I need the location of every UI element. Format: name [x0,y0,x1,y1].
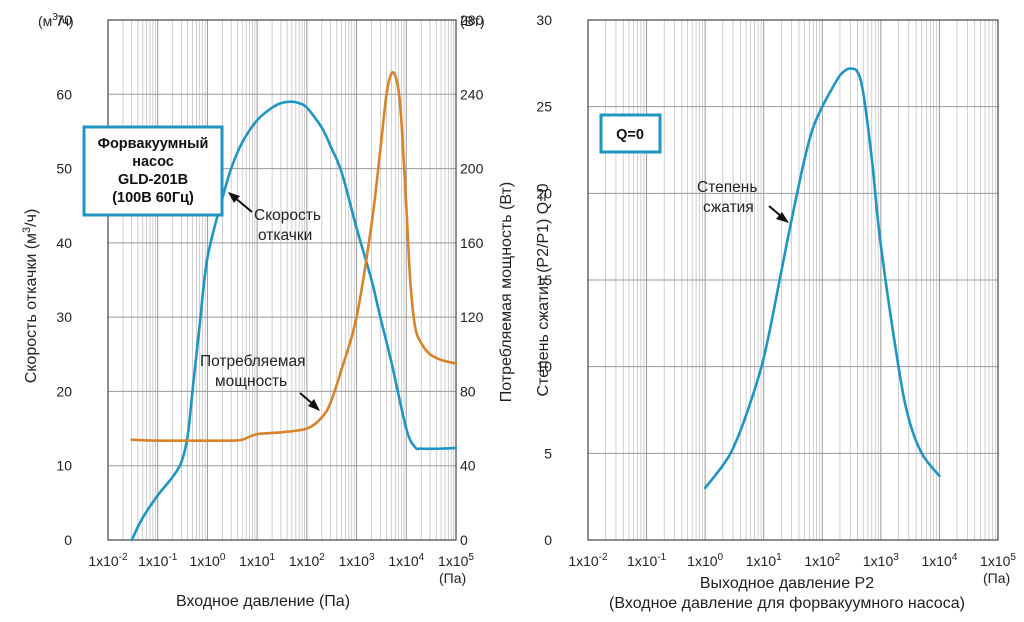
chart-marks [130,67,941,542]
left-x-tick-label: 1x100 [189,552,225,569]
left-y-tick-label: 40 [56,235,72,251]
anno-speed-line-2: откачки [258,227,312,244]
left-y-axis-title: Скорость откачки (м3/ч) [21,209,40,384]
left-x-tick-label: 1x104 [388,552,424,569]
left-y-tick-label: 10 [56,458,72,474]
annotation-compression: Степень сжатия [697,179,789,223]
left-y2-tick-label: 240 [460,86,484,102]
anno-compression-line-2: сжатия [703,199,754,216]
left-y2-tick-label: 280 [460,12,484,28]
ratio-x-tick-label: 1x10-2 [568,552,608,569]
left-x-tick-label: 1x10-2 [88,552,128,569]
left-y-tick-label: 60 [56,86,72,102]
left-plot-frame [107,19,457,541]
pumping-speed-line [130,100,458,542]
right-x-axis-title: Выходное давление P2 [700,575,874,592]
left-x-tick-label: 1x103 [339,552,375,569]
ratio-y-tick-label: 20 [536,185,552,201]
left-y-tick-label: 30 [56,309,72,325]
anno-power-line-1: Потребляемая [200,353,306,370]
ratio-x-tick-label: 1x100 [687,552,723,569]
left-y2-tick-label: 80 [460,383,476,399]
box-line-3: GLD-201B [118,172,188,188]
anno-speed-line-1: Скорость [254,207,321,224]
right-y-unit: (Вт) [460,13,485,29]
ratio-x-tick-label: 1x101 [746,552,782,569]
left-x-tick-label: 1x10-1 [138,552,178,569]
ratio-y-tick-label: 10 [536,359,552,375]
ratio-plot-frame [587,19,999,541]
left-y2-tick-label: 160 [460,235,484,251]
left-x-tick-label: 1x101 [239,552,275,569]
left-y-unit: (м3/ч) [38,12,74,29]
left-x-axis-title: Входное давление (Па) [176,593,350,610]
ratio-x-tick-label: 1x105 [980,552,1016,569]
box-line-1: Форвакуумный [98,136,209,152]
left-y2-tick-label: 120 [460,309,484,325]
left-x-tick-label: 1x105 [438,552,474,569]
ratio-x-tick-label: 1x104 [921,552,957,569]
right-chart-grid: 1x10-2 1x10-1 1x100 1x101 1x102 1x103 1x104 1x1… [536,12,1016,569]
box-line-2: насос [132,154,174,170]
left-y-tick-label: 50 [56,161,72,177]
compression-ratio-line [703,67,941,490]
anno-power-arrowhead [308,399,320,411]
pump-model-box: Форвакуумный насос GLD-201B (100В 60Гц) [82,125,224,217]
left-y-tick-label: 0 [64,532,72,548]
right-x-unit: (Па) [983,570,1010,586]
ratio-y-tick-label: 15 [536,272,552,288]
q0-box: Q=0 [599,113,662,154]
q0-box-text: Q=0 [616,127,644,143]
left-y-tick-label: 20 [56,383,72,399]
ratio-y-axis-title: Степень сжатия (P2/P1) Q=0 [535,183,552,396]
annotation-power: Потребляемая мощность [200,353,320,411]
anno-compression-arrowhead [776,212,789,223]
power-consumption-line [130,71,458,443]
ratio-x-tick-label: 1x102 [804,552,840,569]
anno-speed-arrowhead [228,192,240,203]
ratio-y-tick-label: 30 [536,12,552,28]
left-y2-tick-label: 200 [460,161,484,177]
left-chart-grid: 1x10-2 1x10-1 1x100 1x101 1x102 1x103 1x104 1x1… [56,12,483,569]
anno-power-line-2: мощность [215,373,287,390]
right-x-axis-subtitle: (Входное давление для форвакуумного насо… [609,595,965,612]
ratio-x-tick-label: 1x10-1 [627,552,667,569]
left-y2-tick-label: 40 [460,458,476,474]
anno-compression-line-1: Степень [697,179,757,196]
box-line-4: (100В 60Гц) [112,190,194,206]
ratio-y-tick-label: 0 [544,532,552,548]
ratio-y-tick-label: 5 [544,445,552,461]
left-x-unit: (Па) [439,570,466,586]
left-y2-tick-label: 0 [460,532,468,548]
left-x-tick-label: 1x102 [289,552,325,569]
annotation-pumping-speed: Скорость откачки [228,192,321,244]
ratio-y-tick-label: 25 [536,99,552,115]
left-y-tick-label: 70 [56,12,72,28]
ratio-x-tick-label: 1x103 [863,552,899,569]
right-y-axis-title: Потребляемая мощность (Вт) [498,182,515,402]
